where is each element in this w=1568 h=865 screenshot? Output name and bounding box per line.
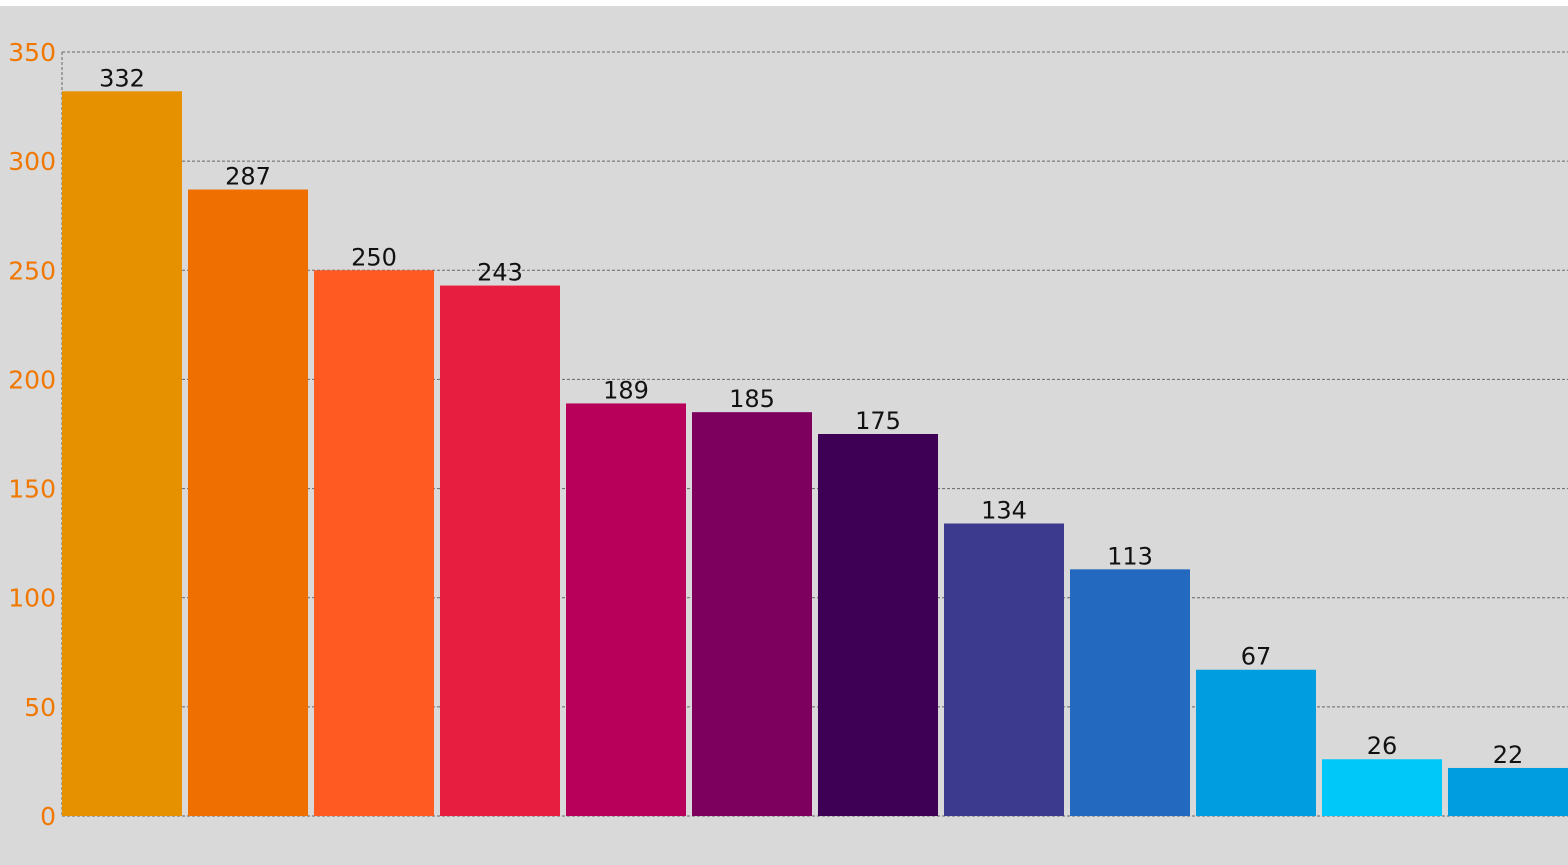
- value-label: 67: [1241, 643, 1272, 671]
- y-tick-label: 50: [24, 693, 56, 722]
- y-tick-label: 200: [8, 365, 56, 394]
- y-tick-label: 300: [8, 147, 56, 176]
- value-label: 332: [99, 64, 145, 92]
- bar: [314, 270, 434, 816]
- value-label: 287: [225, 163, 271, 191]
- bar: [1322, 759, 1442, 816]
- value-label: 185: [729, 385, 775, 413]
- value-label: 243: [477, 259, 523, 287]
- value-label: 189: [603, 376, 649, 404]
- bar: [944, 523, 1064, 816]
- y-tick-label: 350: [8, 38, 56, 67]
- bar: [62, 91, 182, 816]
- bar: [692, 412, 812, 816]
- value-label: 175: [855, 407, 901, 435]
- y-tick-label: 250: [8, 256, 56, 285]
- y-tick-label: 0: [40, 802, 56, 831]
- value-label: 250: [351, 243, 397, 271]
- value-label: 22: [1493, 741, 1524, 769]
- bar: [818, 434, 938, 816]
- y-tick-label: 150: [8, 475, 56, 504]
- bar: [1196, 669, 1316, 816]
- bar: [188, 189, 308, 816]
- bar: [440, 285, 560, 817]
- y-tick-label: 100: [8, 584, 56, 613]
- bar: [1070, 569, 1190, 816]
- value-label: 113: [1107, 542, 1153, 570]
- value-label: 134: [981, 496, 1027, 524]
- bar: [566, 403, 686, 816]
- value-label: 26: [1367, 732, 1398, 760]
- bar: [1448, 767, 1568, 816]
